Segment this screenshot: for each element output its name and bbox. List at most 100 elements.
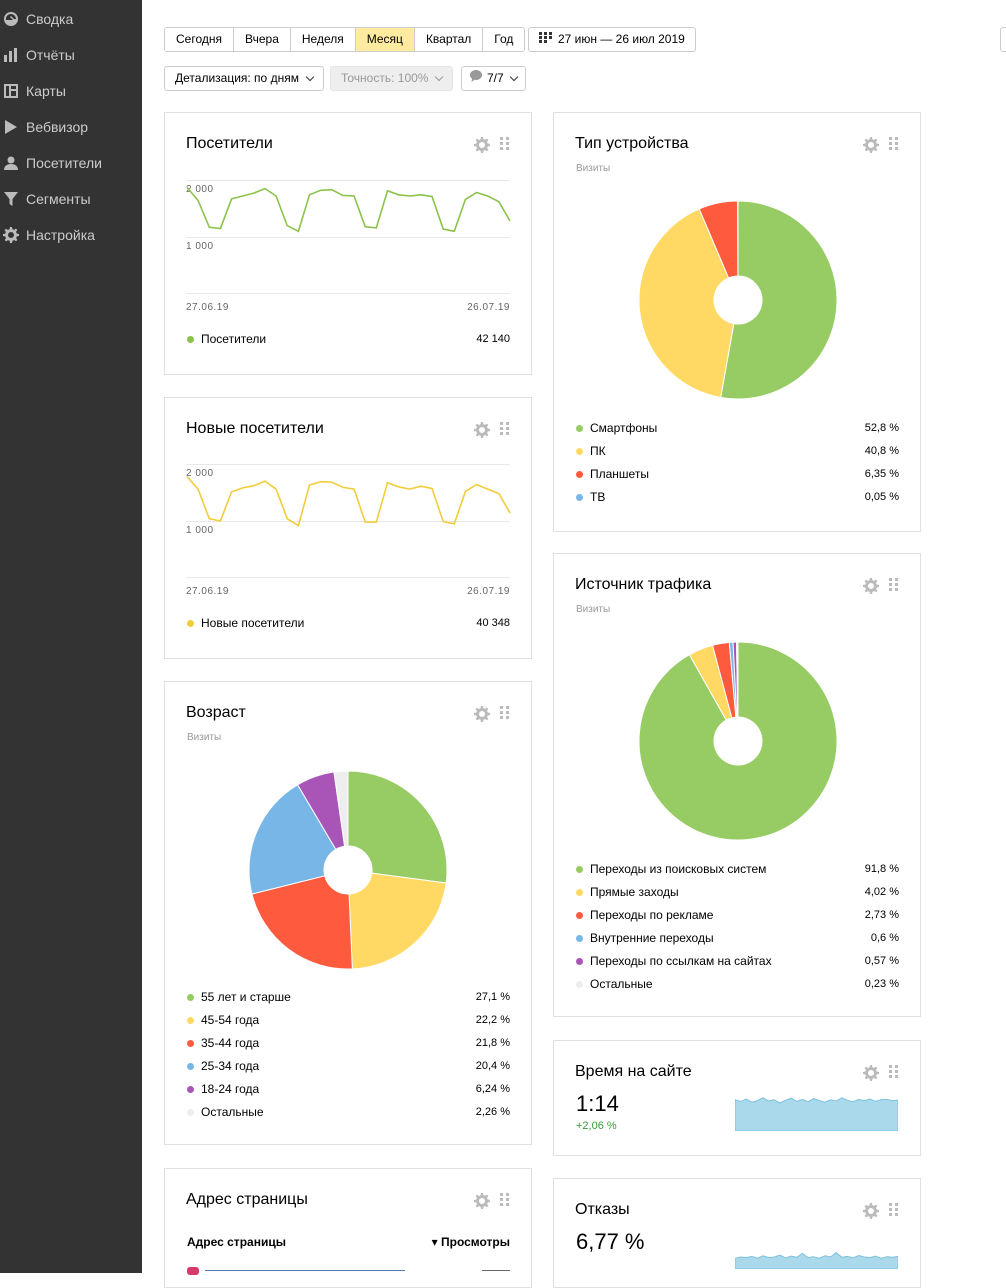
legend-dot [187,1109,194,1116]
time-on-site-widget: Время на сайте 1:14 +2,06 % [553,1040,921,1156]
legend-value: 91,8 % [865,863,899,875]
gear-icon[interactable] [474,422,490,443]
widget-title: Источник трафика [575,576,711,594]
drag-handle-icon[interactable] [500,706,510,727]
period-month-button[interactable]: Месяц [356,28,415,51]
offscreen-button-edge[interactable] [1000,27,1006,52]
legend-dot [576,494,583,501]
gear-icon[interactable] [863,578,879,599]
gear-icon[interactable] [863,137,879,158]
pie-slice[interactable] [349,873,446,969]
sidebar-item-label: Карты [26,83,66,99]
legend-label: Остальные [201,1105,264,1119]
bar-chart-icon [0,48,26,62]
legend-value: 27,1 % [476,991,510,1003]
legend-value: 21,8 % [476,1037,510,1049]
drag-handle-icon[interactable] [500,1193,510,1214]
drag-handle-icon[interactable] [500,137,510,158]
legend-dot [576,471,583,478]
legend-row: ТВ 0,05 % [576,489,899,505]
gear-icon[interactable] [474,706,490,727]
legend-label: Смартфоны [590,421,657,435]
legend-label: ПК [590,444,606,458]
sidebar-item-maps[interactable]: Карты [0,73,142,109]
date-range-label: 27 июн — 26 июл 2019 [558,28,685,51]
drag-handle-icon[interactable] [889,1065,899,1086]
legend-label: Посетители [201,332,266,346]
sidebar-item-summary[interactable]: Сводка [0,1,142,37]
chevron-down-icon [435,72,443,80]
pie-slice[interactable] [348,771,447,883]
legend-value: 0,05 % [865,491,899,503]
table-row-link[interactable] [205,1270,405,1271]
comments-dropdown[interactable]: 7/7 [461,66,526,91]
column-header-views[interactable]: ▾ Просмотры [432,1235,510,1249]
sidebar-item-label: Сегменты [26,191,91,207]
traffic-source-widget: Источник трафика Визиты Переходы из поис… [553,553,921,1017]
period-quarter-button[interactable]: Квартал [415,28,483,51]
widget-title: Возраст [186,704,246,722]
period-week-button[interactable]: Неделя [291,28,356,51]
gear-icon[interactable] [863,1065,879,1086]
period-year-button[interactable]: Год [483,28,524,51]
period-yesterday-button[interactable]: Вчера [234,28,291,51]
sidebar-item-segments[interactable]: Сегменты [0,181,142,217]
play-icon [0,120,26,134]
legend-dot [576,935,583,942]
drag-handle-icon[interactable] [889,1203,899,1224]
bounce-sparkline [735,1239,898,1269]
accuracy-dropdown[interactable]: Точность: 100% [330,66,453,91]
detail-dropdown[interactable]: Детализация: по дням [164,66,324,91]
legend-label: Переходы по ссылкам на сайтах [590,954,772,968]
sidebar-item-visitors[interactable]: Посетители [0,145,142,181]
comment-bubble-icon [470,67,482,90]
widget-title: Время на сайте [575,1063,692,1081]
date-range-button[interactable]: 27 июн — 26 июл 2019 [528,27,696,52]
legend-value: 4,02 % [865,886,899,898]
legend-value: 42 140 [476,333,510,345]
legend-label: Переходы по рекламе [590,908,713,922]
age-pie-chart [247,769,449,971]
metric-value: 1:14 [576,1091,619,1117]
widget-title: Новые посетители [186,420,324,438]
gear-icon[interactable] [474,137,490,158]
gear-icon[interactable] [474,1193,490,1214]
gear-icon[interactable] [863,1203,879,1224]
legend-dot [187,1040,194,1047]
legend-label: ТВ [590,490,605,504]
sidebar-item-reports[interactable]: Отчёты [0,37,142,73]
legend-row: Переходы из поисковых систем 91,8 % [576,861,899,877]
visitors-line-chart [186,173,511,303]
period-today-button[interactable]: Сегодня [165,28,234,51]
sidebar-item-settings[interactable]: Настройка [0,217,142,253]
period-selector: Сегодня Вчера Неделя Месяц Квартал Год [164,27,525,52]
column-header-address[interactable]: Адрес страницы [187,1235,286,1249]
x-tick-label: 26.07.19 [467,302,510,313]
sparkline-area [735,1098,898,1131]
page-address-widget: Адрес страницы Адрес страницы ▾ Просмотр… [164,1168,532,1288]
legend-label: Переходы из поисковых систем [590,862,766,876]
legend-dot [187,1017,194,1024]
drag-handle-icon[interactable] [889,137,899,158]
sidebar: Сводка Отчёты Карты Вебвизор Посетители … [0,0,142,1273]
x-tick-label: 27.06.19 [186,586,229,597]
widget-subtitle: Визиты [187,732,221,743]
accuracy-label: Точность: 100% [341,67,428,90]
sidebar-item-webvisor[interactable]: Вебвизор [0,109,142,145]
sidebar-item-label: Посетители [26,155,102,171]
series-line [187,187,510,231]
drag-handle-icon[interactable] [889,578,899,599]
legend-dot [576,425,583,432]
legend-label: 18-24 года [201,1082,259,1096]
drag-handle-icon[interactable] [500,422,510,443]
legend-value: 20,4 % [476,1060,510,1072]
